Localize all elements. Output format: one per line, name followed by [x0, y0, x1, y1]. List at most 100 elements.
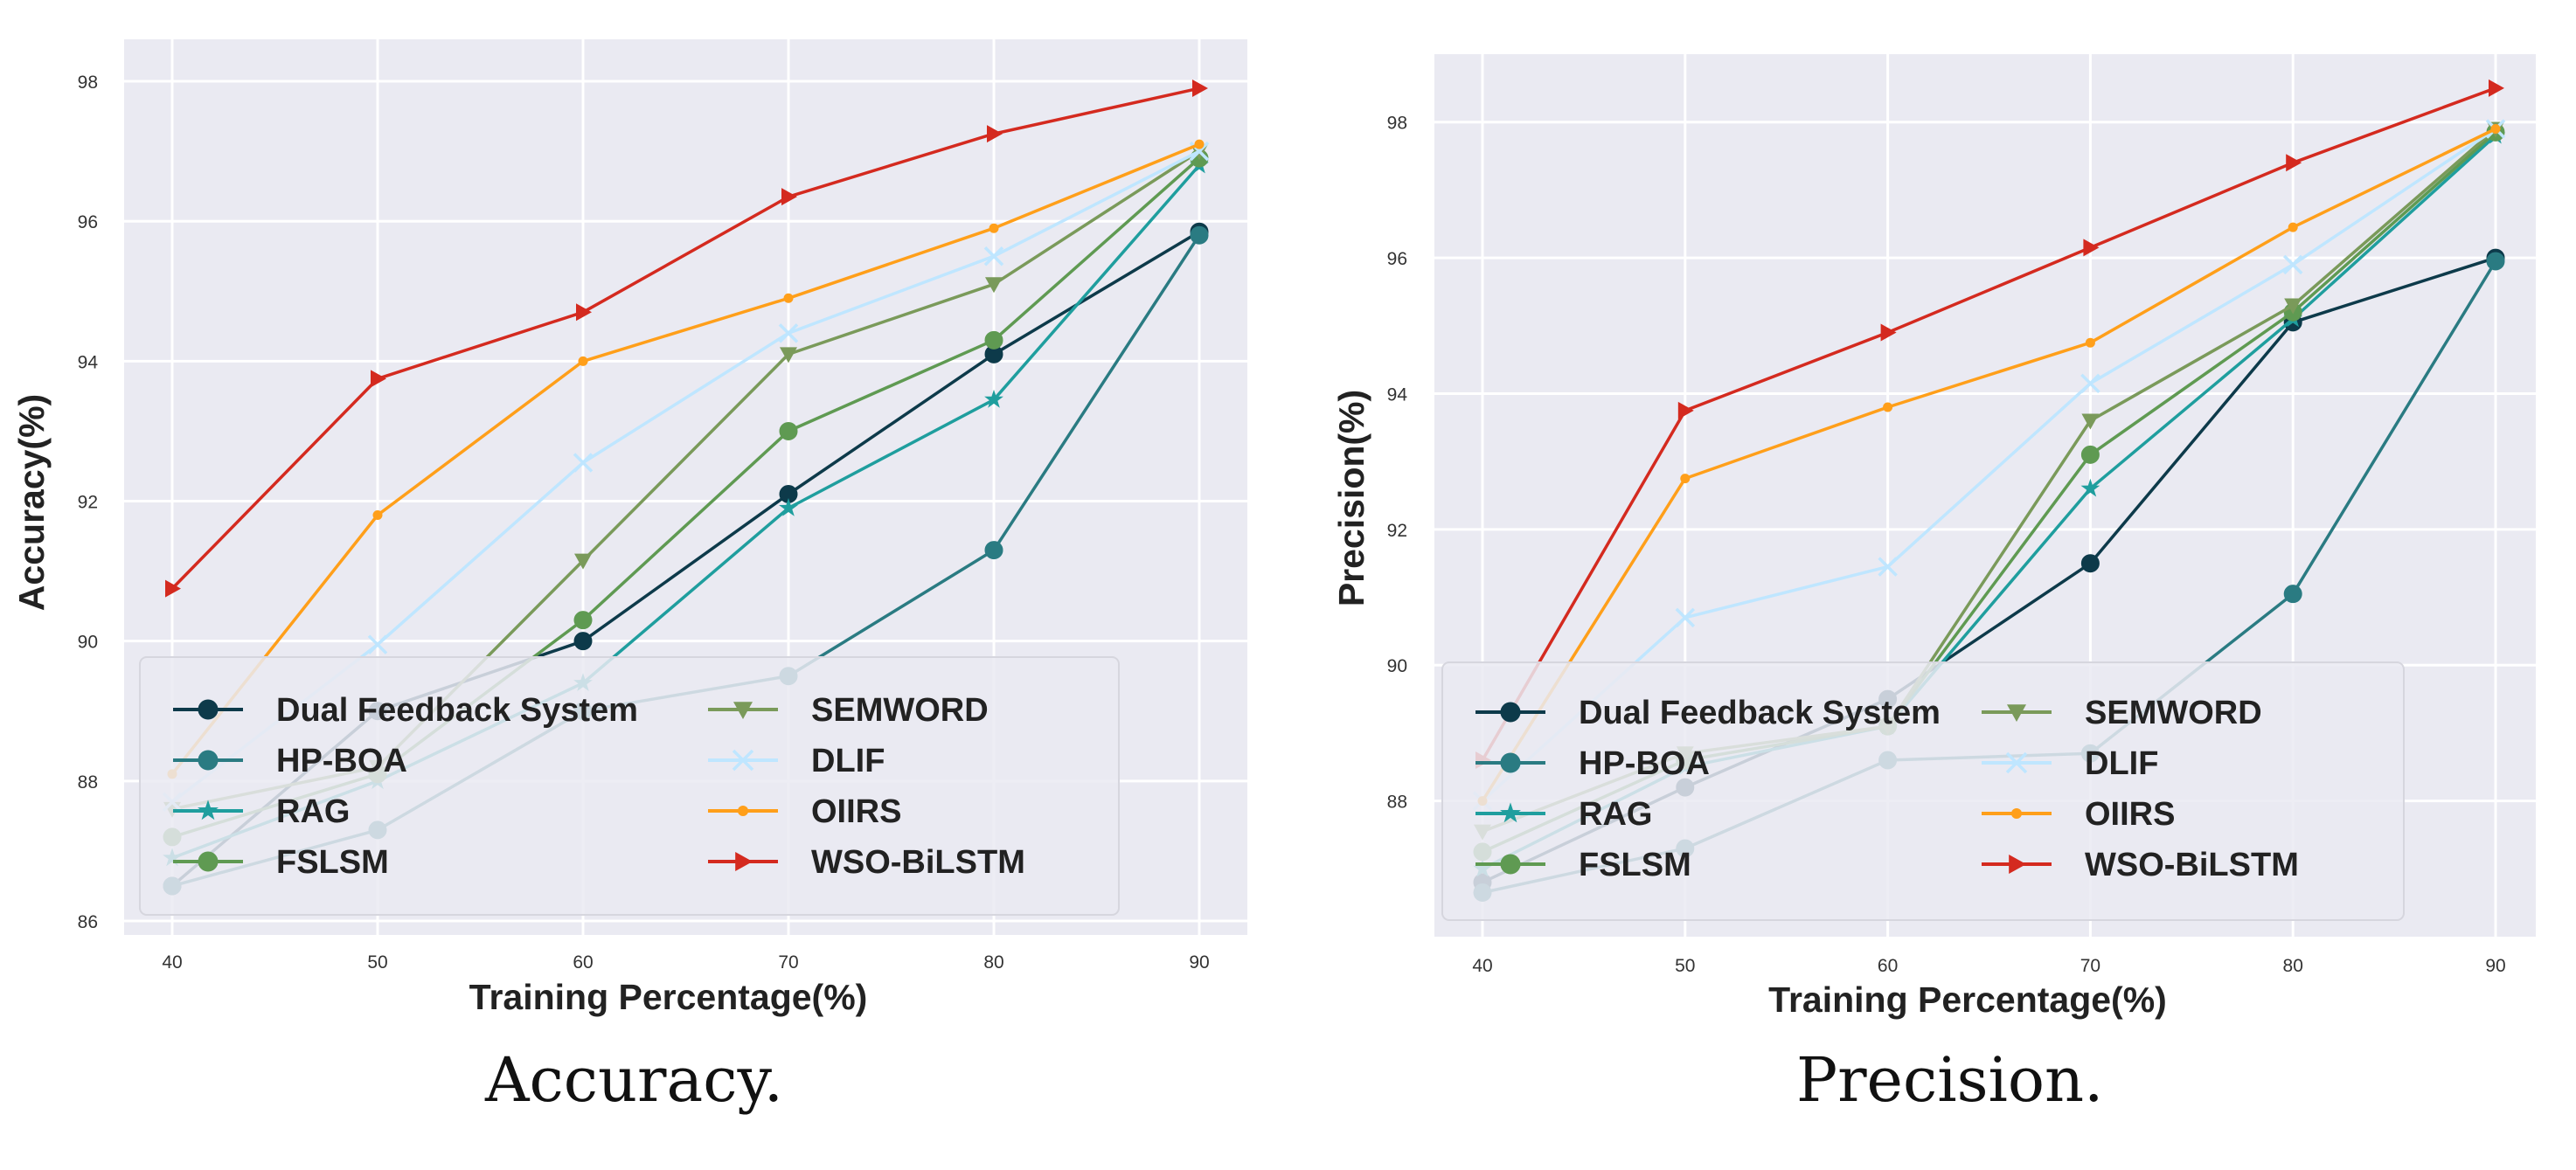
data-point	[987, 125, 1003, 143]
legend-item-dlif: DLIF	[708, 743, 885, 779]
legend-swatch-marker	[1500, 752, 1521, 773]
legend-item-fslsm: FSLSM	[173, 844, 389, 881]
data-point	[1677, 401, 1694, 419]
y-tick-label: 96	[1387, 249, 1407, 269]
data-point	[371, 370, 386, 388]
x-tick-label: 40	[162, 952, 182, 973]
data-point	[2282, 254, 2303, 275]
data-point	[2288, 222, 2298, 232]
y-tick-label: 94	[1387, 384, 1408, 405]
data-point	[1194, 139, 1205, 149]
series-line	[170, 142, 1200, 775]
legend-swatch-marker	[198, 750, 219, 771]
legend-swatch-marker	[198, 851, 219, 872]
series-line	[170, 87, 1200, 590]
y-tick-label: 90	[78, 633, 98, 653]
data-point	[165, 579, 181, 598]
marker-stroke	[1675, 607, 1696, 628]
x-tick-label: 60	[573, 952, 593, 973]
data-point	[984, 330, 1003, 350]
data-point	[779, 498, 798, 516]
legend: Dual Feedback System HP-BOA RAG FSLSM SEMWOR…	[139, 656, 1120, 916]
precision-caption: Precision.	[1796, 1044, 2104, 1116]
x-tick-label: 70	[2080, 956, 2100, 976]
y-tick-label: 98	[78, 73, 98, 93]
legend-item-rag: RAG	[1475, 796, 1652, 833]
y-axis-title: Precision(%)	[1331, 390, 1371, 606]
series-wso-bilstm	[165, 80, 1208, 598]
data-point	[2284, 298, 2302, 315]
legend-swatch-marker	[2007, 704, 2026, 722]
data-point	[2489, 79, 2504, 97]
data-point	[1680, 474, 1691, 484]
x-axis-title: Training Percentage(%)	[1768, 980, 2167, 1020]
y-axis-title: Accuracy(%)	[11, 394, 52, 611]
y-tick-label: 86	[78, 912, 98, 932]
y-tick-label: 92	[78, 493, 98, 513]
legend-swatch-marker	[198, 699, 219, 720]
legend-item-dual-feedback-system: Dual Feedback System	[173, 692, 638, 729]
precision-chart: 40 50 60 70 80 90 88 90 92 94 96 98 Training Percent…	[1331, 54, 2536, 1020]
data-point	[1878, 557, 1898, 577]
data-point	[2083, 239, 2100, 257]
legend-swatch-marker	[2010, 807, 2023, 820]
legend-label: RAG	[276, 793, 350, 830]
data-point	[783, 293, 794, 303]
legend-item-oiirs: OIIRS	[708, 793, 901, 830]
legend-swatch-marker	[1500, 854, 1521, 875]
data-point	[1883, 402, 1893, 412]
data-point	[576, 303, 592, 322]
y-tick-label: 90	[1387, 656, 1407, 676]
y-tick-label: 96	[78, 212, 98, 232]
y-tick-label: 88	[1387, 793, 1407, 813]
legend-item-rag: RAG	[173, 793, 350, 830]
legend-label: HP-BOA	[276, 743, 407, 779]
legend-swatch-marker	[2005, 751, 2028, 774]
x-tick-label: 50	[1675, 956, 1695, 976]
legend-item-hp-boa: HP-BOA	[1475, 745, 1710, 782]
data-point	[578, 356, 588, 366]
x-tick-label: 70	[778, 952, 798, 973]
legend-label: SEMWORD	[811, 692, 989, 729]
accuracy-caption: Accuracy.	[485, 1044, 783, 1116]
legend-frame	[139, 656, 1120, 916]
x-tick-label: 80	[2283, 956, 2303, 976]
legend-swatch-marker	[198, 800, 219, 820]
x-tick-label: 90	[2485, 956, 2505, 976]
marker-stroke	[2080, 373, 2100, 394]
legend-label: WSO-BiLSTM	[2085, 847, 2299, 883]
legend-frame	[1441, 661, 2405, 921]
legend-item-dual-feedback-system: Dual Feedback System	[1475, 695, 1941, 731]
marker-stroke	[778, 323, 799, 343]
data-point	[778, 323, 799, 343]
marker-stroke	[732, 749, 754, 772]
legend-label: HP-BOA	[1579, 745, 1710, 782]
legend-item-semword: SEMWORD	[1982, 695, 2262, 731]
legend-item-wso-bilstm: WSO-BiLSTM	[1982, 847, 2299, 883]
data-point	[574, 553, 592, 570]
marker-stroke	[367, 634, 388, 654]
x-tick-label: 40	[1472, 956, 1492, 976]
data-point	[1675, 607, 1696, 628]
data-point	[2490, 123, 2501, 134]
data-point	[984, 541, 1003, 560]
legend-item-oiirs: OIIRS	[1982, 796, 2175, 833]
data-point	[2286, 154, 2302, 172]
legend-label: OIIRS	[2085, 796, 2175, 833]
marker-stroke	[1878, 557, 1898, 577]
x-tick-label: 80	[983, 952, 1003, 973]
legend-item-wso-bilstm: WSO-BiLSTM	[708, 844, 1025, 881]
y-tick-label: 92	[1387, 521, 1407, 541]
data-point	[2283, 585, 2302, 604]
data-point	[2080, 554, 2100, 573]
x-tick-label: 50	[367, 952, 387, 973]
legend-label: DLIF	[2085, 745, 2158, 782]
y-tick-label: 88	[78, 772, 98, 793]
legend-swatch-marker	[1500, 702, 1521, 723]
legend-label: OIIRS	[811, 793, 901, 830]
series-line	[1481, 87, 2496, 761]
data-point	[1880, 323, 1897, 342]
legend-swatch-marker	[732, 749, 754, 772]
marker-stroke	[983, 246, 1004, 267]
data-point	[983, 246, 1004, 267]
